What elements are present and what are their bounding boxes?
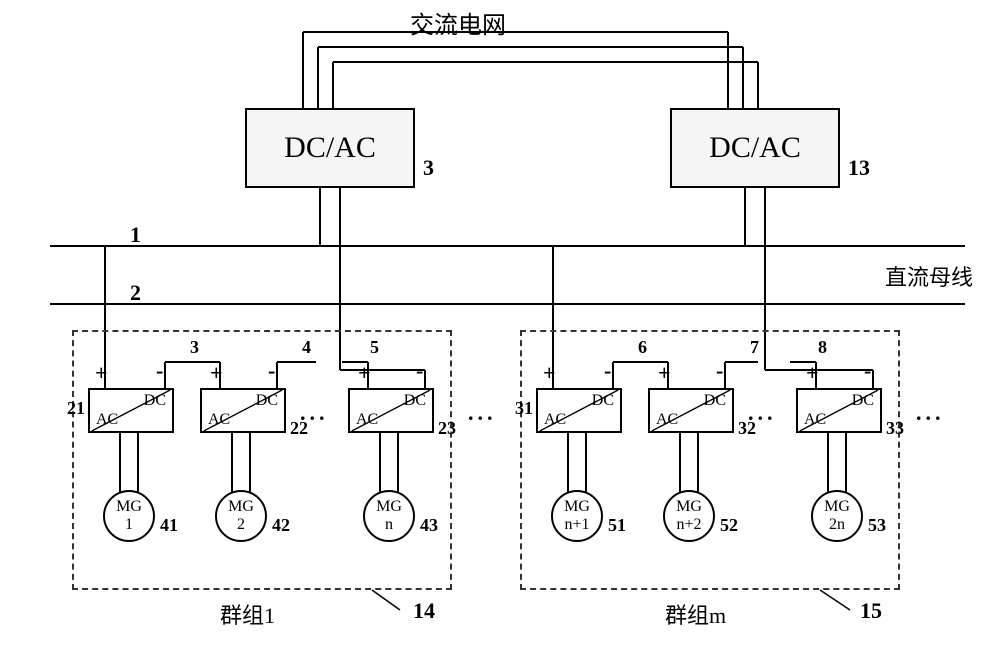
mg-circle-mg52: MGn+2: [663, 490, 715, 542]
mg-num-mg41: 41: [160, 515, 178, 536]
grid-title: 交流电网: [410, 5, 506, 40]
mg-num-mg52: 52: [720, 515, 738, 536]
plus-sign: +: [95, 360, 108, 386]
plus-sign: +: [658, 360, 671, 386]
port-3: 3: [190, 337, 199, 358]
dcac-left-box: DC/AC: [245, 108, 415, 188]
minus-sign: -: [156, 358, 163, 384]
inverter-inv32: ACDC: [648, 388, 734, 433]
minus-sign: -: [716, 358, 723, 384]
inverter-num-inv33: 33: [886, 418, 904, 439]
groupm-box: [520, 330, 900, 590]
minus-sign: -: [864, 358, 871, 384]
plus-sign: +: [543, 360, 556, 386]
bus-num-1: 1: [130, 222, 141, 248]
mg-num-mg43: 43: [420, 515, 438, 536]
inverter-inv22: ACDC: [200, 388, 286, 433]
group1-box-num: 14: [413, 598, 435, 624]
inverter-num-inv31: 31: [515, 398, 533, 419]
minus-sign: -: [268, 358, 275, 384]
inverter-inv33: ACDC: [796, 388, 882, 433]
busbar-1: [50, 245, 965, 247]
mg-circle-mg51: MGn+1: [551, 490, 603, 542]
mg-num-mg51: 51: [608, 515, 626, 536]
mg-circle-mg53: MG2n: [811, 490, 863, 542]
port-5: 5: [370, 337, 379, 358]
mg-circle-mg43: MGn: [363, 490, 415, 542]
busbar-2: [50, 303, 965, 305]
dcac-num-13: 13: [848, 155, 870, 181]
dots-g1: ...: [300, 400, 329, 426]
dcac-num-3: 3: [423, 155, 434, 181]
port-8: 8: [818, 337, 827, 358]
mg-circle-mg41: MG1: [103, 490, 155, 542]
inverter-num-inv23: 23: [438, 418, 456, 439]
diagram-canvas: 交流电网 DC/AC DC/AC 3 13 1 2 直流母线 群组1 群组m 1…: [0, 0, 1000, 647]
plus-sign: +: [210, 360, 223, 386]
groupm-label: 群组m: [665, 598, 726, 630]
minus-sign: -: [416, 358, 423, 384]
port-6: 6: [638, 337, 647, 358]
inverter-inv23: ACDC: [348, 388, 434, 433]
dots-between: ...: [468, 400, 497, 426]
dc-bus-label: 直流母线: [885, 260, 973, 292]
group1-box: [72, 330, 452, 590]
mg-circle-mg42: MG2: [215, 490, 267, 542]
bus-num-2: 2: [130, 280, 141, 306]
dots-after: ...: [916, 400, 945, 426]
minus-sign: -: [604, 358, 611, 384]
mg-num-mg53: 53: [868, 515, 886, 536]
dcac-right-box: DC/AC: [670, 108, 840, 188]
dots-g2: ...: [748, 400, 777, 426]
mg-num-mg42: 42: [272, 515, 290, 536]
group1-label: 群组1: [220, 598, 275, 630]
dcac-right-text: DC/AC: [709, 131, 801, 165]
inverter-num-inv21: 21: [67, 398, 85, 419]
port-4: 4: [302, 337, 311, 358]
groupm-box-num: 15: [860, 598, 882, 624]
dcac-left-text: DC/AC: [284, 131, 376, 165]
port-7: 7: [750, 337, 759, 358]
plus-sign: +: [358, 360, 371, 386]
inverter-inv31: ACDC: [536, 388, 622, 433]
inverter-inv21: ACDC: [88, 388, 174, 433]
plus-sign: +: [806, 360, 819, 386]
